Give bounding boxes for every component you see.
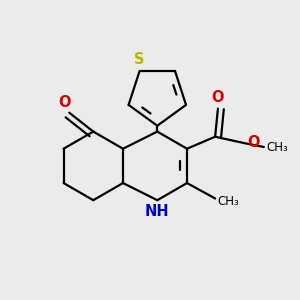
Text: O: O — [58, 94, 71, 110]
Text: S: S — [134, 52, 145, 67]
Text: CH₃: CH₃ — [218, 194, 239, 208]
Text: O: O — [247, 135, 260, 150]
Text: NH: NH — [145, 204, 170, 219]
Text: CH₃: CH₃ — [266, 140, 288, 154]
Text: O: O — [212, 90, 224, 105]
